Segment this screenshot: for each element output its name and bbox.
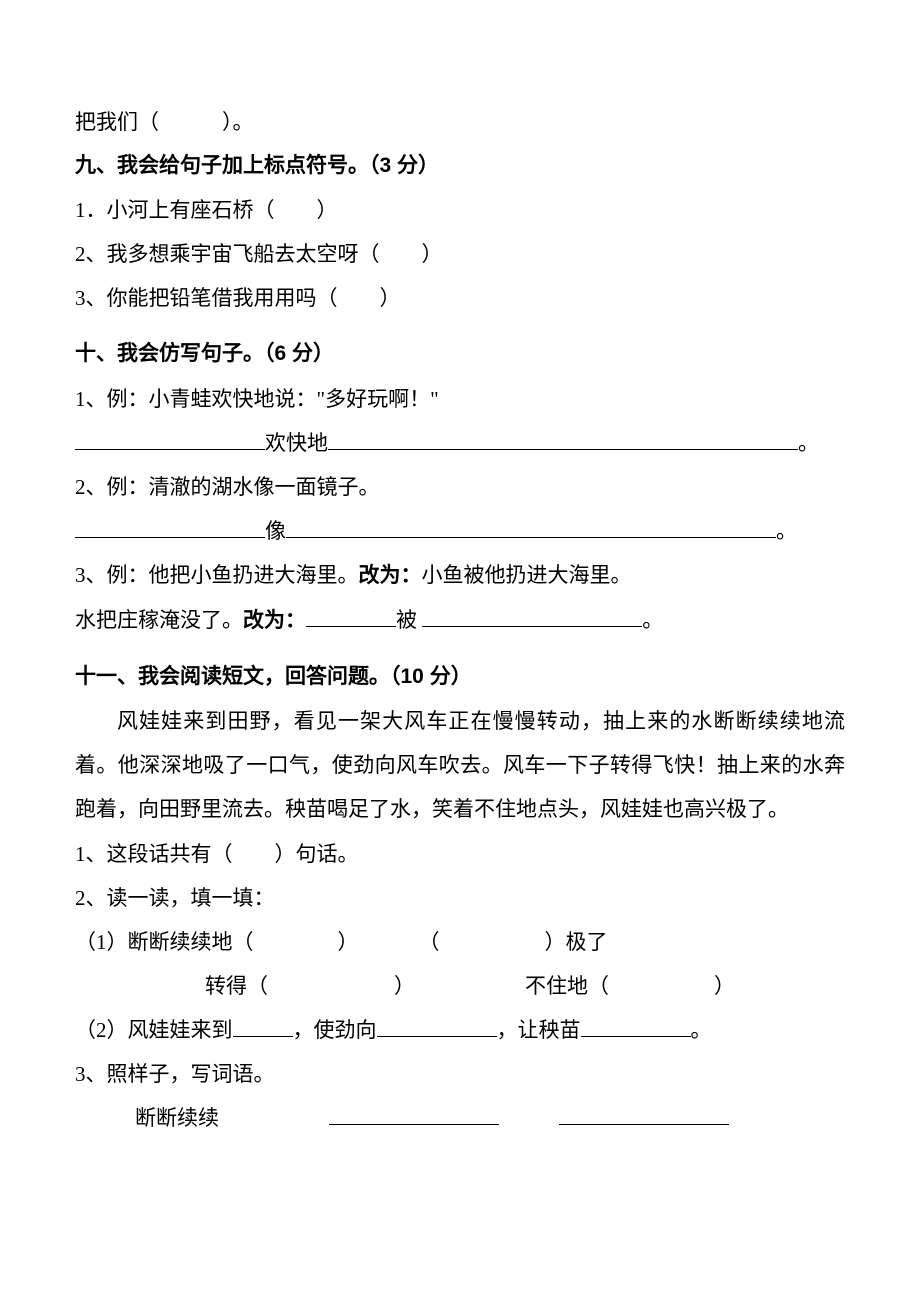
s11-q3: 3、照样子，写词语。 [75, 1052, 845, 1096]
s10-q1: 1、例：小青蛙欢快地说："多好玩啊！" [75, 377, 845, 421]
spacer [75, 643, 845, 655]
text-mid: 被 [396, 608, 417, 632]
blank-field[interactable] [377, 1015, 497, 1037]
s11-q2-1-row1: （1）断断续续地（ ） （ ）极了 [75, 920, 845, 964]
blank-field[interactable] [286, 516, 776, 538]
s9-q1: 1．小河上有座石桥（ ） [75, 188, 845, 232]
blank-field[interactable] [306, 605, 396, 627]
blank-field[interactable] [328, 428, 798, 450]
text: 不住地（ ） [525, 974, 735, 998]
s10-q3b: 水把庄稼淹没了。改为：被 。 [75, 598, 845, 643]
s11-q2: 2、读一读，填一填： [75, 876, 845, 920]
text-mid: 像 [265, 519, 286, 543]
text: （1）断断续续地（ ） [75, 930, 359, 954]
text: 3、例：他把小鱼扔进大海里。 [75, 563, 359, 587]
text: （ ）极了 [419, 930, 608, 954]
blank-field[interactable] [329, 1103, 499, 1125]
bold-text: 改为： [359, 564, 422, 587]
section-11-heading: 十一、我会阅读短文，回答问题。（10 分） [75, 655, 845, 699]
s10-q2-blank: 像。 [75, 509, 845, 553]
s11-q1: 1、这段话共有（ ）句话。 [75, 832, 845, 876]
text: （2）风娃娃来到 [75, 1018, 233, 1042]
blank-field[interactable] [233, 1015, 293, 1037]
s9-q2: 2、我多想乘宇宙飞船去太空呀（ ） [75, 232, 845, 276]
prev-line: 把我们（ ）。 [75, 100, 845, 144]
s9-q3: 3、你能把铅笔借我用用吗（ ） [75, 276, 845, 320]
text: ，使劲向 [293, 1018, 377, 1042]
blank-field[interactable] [75, 516, 265, 538]
reading-passage: 风娃娃来到田野，看见一架大风车正在慢慢转动，抽上来的水断断续续地流着。他深深地吸… [75, 699, 845, 831]
text: 水把庄稼淹没了。 [75, 608, 243, 632]
text: 小鱼被他扔进大海里。 [422, 563, 632, 587]
blank-field[interactable] [581, 1015, 691, 1037]
s11-q2-1-row2: 转得（ ） 不住地（ ） [75, 964, 845, 1008]
spacer [75, 320, 845, 332]
example-word: 断断续续 [135, 1106, 219, 1130]
s11-q3-row: 断断续续 [75, 1096, 845, 1140]
blank-field[interactable] [75, 428, 265, 450]
text: 转得（ ） [205, 974, 415, 998]
text: ，让秧苗 [497, 1018, 581, 1042]
s11-q2-2: （2）风娃娃来到，使劲向，让秧苗。 [75, 1008, 845, 1052]
s10-q3a: 3、例：他把小鱼扔进大海里。改为：小鱼被他扔进大海里。 [75, 553, 845, 598]
s10-q2: 2、例：清澈的湖水像一面镜子。 [75, 465, 845, 509]
blank-field[interactable] [422, 605, 642, 627]
worksheet-page: 把我们（ ）。 九、我会给句子加上标点符号。（3 分） 1．小河上有座石桥（ ）… [0, 0, 920, 1200]
text-mid: 欢快地 [265, 431, 328, 455]
bold-text: 改为： [243, 609, 306, 632]
section-9-heading: 九、我会给句子加上标点符号。（3 分） [75, 144, 845, 188]
s10-q1-blank: 欢快地。 [75, 421, 845, 465]
section-10-heading: 十、我会仿写句子。（6 分） [75, 332, 845, 376]
blank-field[interactable] [559, 1103, 729, 1125]
